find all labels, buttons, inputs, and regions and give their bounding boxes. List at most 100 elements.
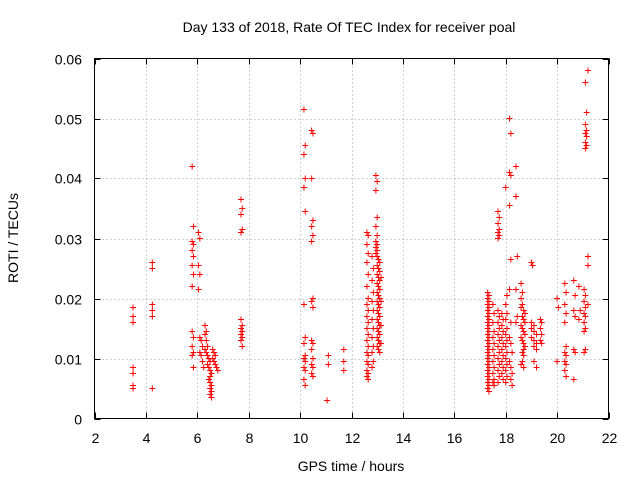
data-point — [485, 316, 492, 323]
data-point — [365, 343, 372, 350]
data-point — [561, 301, 568, 308]
data-point — [538, 331, 545, 338]
data-point — [496, 325, 503, 332]
data-point — [555, 304, 562, 311]
data-point — [308, 346, 315, 353]
data-point — [207, 385, 214, 392]
data-point — [204, 361, 211, 368]
data-point — [302, 175, 309, 182]
plot-frame — [94, 58, 609, 419]
data-point — [485, 376, 492, 383]
data-point — [485, 304, 492, 311]
data-point — [489, 346, 496, 353]
data-point — [374, 241, 381, 248]
data-point — [189, 163, 196, 170]
data-point — [494, 220, 501, 227]
data-point — [519, 325, 526, 332]
data-point — [533, 331, 540, 338]
data-point — [190, 364, 197, 371]
data-point — [494, 229, 501, 236]
data-point — [519, 301, 526, 308]
data-point — [300, 301, 307, 308]
data-point — [582, 325, 589, 332]
data-point — [374, 271, 381, 278]
data-point — [506, 169, 513, 176]
data-point — [496, 232, 503, 239]
data-point — [309, 130, 316, 137]
x-tick-label: 12 — [345, 430, 361, 446]
data-point — [582, 304, 589, 311]
y-tick-label: 0.06 — [55, 52, 82, 68]
data-point — [583, 142, 590, 149]
data-point — [500, 340, 507, 347]
data-point — [538, 319, 545, 326]
data-point — [484, 379, 491, 386]
data-point — [521, 343, 528, 350]
data-point — [300, 340, 307, 347]
data-point — [520, 346, 527, 353]
data-point — [582, 346, 589, 353]
data-point — [374, 343, 381, 350]
data-point — [584, 253, 591, 260]
x-tick-label: 4 — [143, 430, 151, 446]
data-point — [363, 241, 370, 248]
data-point — [485, 364, 492, 371]
data-point — [369, 334, 376, 341]
data-point — [494, 379, 501, 386]
data-point — [376, 313, 383, 320]
data-point — [308, 127, 315, 134]
data-point — [378, 340, 385, 347]
data-point — [209, 346, 216, 353]
data-point — [484, 385, 491, 392]
data-point — [239, 322, 246, 329]
y-tick-label: 0.01 — [55, 352, 82, 368]
data-point — [365, 370, 372, 377]
data-point — [485, 352, 492, 359]
data-point — [506, 358, 513, 365]
data-point — [376, 268, 383, 275]
data-point — [530, 343, 537, 350]
data-point — [378, 322, 385, 329]
data-point — [202, 346, 209, 353]
data-point — [503, 310, 510, 317]
data-point — [509, 370, 516, 377]
data-point — [324, 397, 331, 404]
data-point — [561, 349, 568, 356]
data-point — [530, 322, 537, 329]
data-point — [374, 325, 381, 332]
data-point — [503, 349, 510, 356]
y-tick-label: 0.04 — [55, 171, 82, 187]
data-point — [308, 238, 315, 245]
data-point — [363, 301, 370, 308]
data-point — [582, 130, 589, 137]
data-point — [502, 379, 509, 386]
data-point — [378, 298, 385, 305]
data-point — [149, 265, 156, 272]
data-point — [365, 361, 372, 368]
data-point — [572, 313, 579, 320]
data-point — [554, 295, 561, 302]
data-point — [512, 193, 519, 200]
data-point — [309, 373, 316, 380]
data-point — [561, 319, 568, 326]
data-point — [199, 358, 206, 365]
data-point — [507, 364, 514, 371]
data-points — [130, 67, 591, 404]
data-point — [521, 319, 528, 326]
data-point — [202, 331, 209, 338]
data-point — [376, 277, 383, 284]
data-point — [203, 328, 210, 335]
data-point — [484, 295, 491, 302]
data-point — [300, 376, 307, 383]
y-tick-label: 0.05 — [55, 112, 82, 128]
data-point — [518, 361, 525, 368]
data-point — [533, 364, 540, 371]
data-point — [365, 331, 372, 338]
data-point — [484, 301, 491, 308]
data-point — [374, 247, 381, 254]
data-point — [309, 217, 316, 224]
data-point — [369, 349, 376, 356]
y-axis-label: ROTI / TECUs — [5, 193, 21, 283]
data-point — [211, 349, 218, 356]
data-point — [489, 319, 496, 326]
